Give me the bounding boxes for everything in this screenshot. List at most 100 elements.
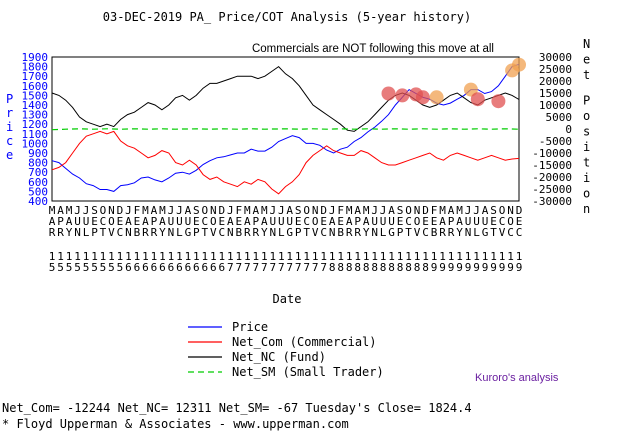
- y-axis-right-ticks: 300002500020000150001000050000-5000-1000…: [532, 51, 572, 208]
- y-axis-left-label-char: e: [6, 148, 13, 162]
- x-tick-month-label: C: [117, 226, 124, 239]
- x-tick-year-label: 1: [168, 250, 175, 263]
- x-tick-month-label: U: [371, 215, 378, 228]
- y-axis-right-label-char: o: [583, 187, 590, 201]
- x-tick-month-label: T: [201, 226, 208, 239]
- x-tick-year-label: 1: [218, 250, 225, 263]
- x-tick-year-label: 6: [159, 261, 166, 274]
- x-tick-year-label: 1: [414, 250, 421, 263]
- y-tick-left-label: 1200: [22, 118, 49, 131]
- x-tick-year-label: 6: [210, 261, 217, 274]
- x-tick-month-label: P: [448, 215, 455, 228]
- x-tick-year-label: 1: [83, 250, 90, 263]
- x-tick-month-label: U: [380, 215, 387, 228]
- x-tick-month-label: U: [388, 215, 395, 228]
- x-tick-month-label: U: [168, 215, 175, 228]
- x-tick-year-label: 6: [176, 261, 183, 274]
- x-tick-year-label: 6: [218, 261, 225, 274]
- x-tick-month-label: E: [91, 215, 98, 228]
- x-tick-year-label: 7: [320, 261, 327, 274]
- x-tick-month-label: Y: [66, 226, 73, 239]
- x-tick-month-label: M: [49, 204, 56, 217]
- highlight-marker: [429, 90, 444, 105]
- x-tick-year-label: 8: [422, 261, 429, 274]
- x-tick-month-label: V: [414, 226, 421, 239]
- x-tick-year-label: 8: [337, 261, 344, 274]
- x-tick-year-label: 1: [516, 250, 523, 263]
- x-tick-year-label: 8: [397, 261, 404, 274]
- y-axis-left-ticks: 1900180017001600150014001300120011001000…: [22, 51, 49, 208]
- x-tick-year-label: 1: [91, 250, 98, 263]
- x-tick-year-label: 1: [57, 250, 64, 263]
- x-tick-month-label: J: [227, 204, 234, 217]
- x-tick-month-label: P: [295, 226, 302, 239]
- x-tick-month-label: E: [117, 215, 124, 228]
- x-tick-month-label: G: [286, 226, 293, 239]
- x-tick-month-label: C: [507, 226, 514, 239]
- x-tick-year-label: 1: [193, 250, 200, 263]
- x-tick-month-label: B: [337, 226, 344, 239]
- x-tick-year-label: 1: [286, 250, 293, 263]
- x-tick-month-label: L: [176, 226, 183, 239]
- highlight-marker: [381, 86, 396, 101]
- y-tick-left-label: 1300: [22, 109, 49, 122]
- legend-label: Net_NC (Fund): [232, 350, 326, 364]
- x-tick-year-label: 8: [380, 261, 387, 274]
- legend-label: Net_Com (Commercial): [232, 335, 377, 349]
- x-tick-month-label: B: [431, 226, 438, 239]
- x-tick-month-label: C: [218, 226, 225, 239]
- x-tick-month-label: F: [337, 204, 344, 217]
- y-axis-left-label: Price: [6, 92, 13, 162]
- y-axis-left-label-char: r: [6, 106, 13, 120]
- y-tick-left-label: 500: [28, 185, 48, 198]
- x-tick-year-label: 1: [507, 250, 514, 263]
- x-tick-month-label: A: [261, 215, 268, 228]
- x-tick-month-label: L: [83, 226, 90, 239]
- x-tick-month-label: N: [125, 226, 132, 239]
- x-tick-month-label: T: [303, 226, 310, 239]
- x-tick-year-label: 1: [159, 250, 166, 263]
- series-line: [51, 65, 520, 132]
- y-tick-right-label: -25000: [532, 183, 572, 196]
- x-tick-month-label: R: [346, 226, 353, 239]
- x-tick-month-label: N: [465, 226, 472, 239]
- x-tick-month-label: A: [482, 204, 489, 217]
- plot-frame: [51, 56, 520, 202]
- y-axis-right-label-char: t: [583, 68, 590, 82]
- x-tick-year-label: 9: [507, 261, 514, 274]
- x-tick-month-label: M: [456, 204, 463, 217]
- highlight-marker: [395, 88, 410, 103]
- x-tick-month-label: E: [218, 215, 225, 228]
- y-tick-right-label: 25000: [539, 63, 572, 76]
- x-tick-month-label: E: [431, 215, 438, 228]
- x-tick-month-label: N: [312, 204, 319, 217]
- x-tick-month-label: N: [108, 204, 115, 217]
- x-tick-year-label: 1: [405, 250, 412, 263]
- x-tick-month-label: J: [465, 204, 472, 217]
- x-tick-year-label: 5: [57, 261, 64, 274]
- x-tick-month-label: E: [320, 215, 327, 228]
- y-tick-left-label: 1800: [22, 61, 49, 74]
- x-tick-month-label: R: [151, 226, 158, 239]
- x-tick-year-label: 1: [74, 250, 81, 263]
- x-tick-month-label: S: [91, 204, 98, 217]
- y-tick-left-label: 1100: [22, 128, 49, 141]
- x-tick-month-label: T: [405, 226, 412, 239]
- x-tick-month-label: P: [57, 215, 64, 228]
- x-tick-month-label: G: [185, 226, 192, 239]
- x-tick-year-label: 6: [201, 261, 208, 274]
- x-tick-month-label: O: [507, 215, 514, 228]
- x-tick-year-label: 6: [134, 261, 141, 274]
- x-tick-year-label: 7: [244, 261, 251, 274]
- x-tick-year-label: 7: [261, 261, 268, 274]
- x-tick-month-label: A: [388, 204, 395, 217]
- series-layer: [51, 63, 520, 195]
- x-tick-year-label: 5: [100, 261, 107, 274]
- x-tick-month-label: U: [278, 215, 285, 228]
- x-tick-month-label: A: [456, 215, 463, 228]
- x-tick-year-label: 7: [227, 261, 234, 274]
- x-tick-month-label: G: [388, 226, 395, 239]
